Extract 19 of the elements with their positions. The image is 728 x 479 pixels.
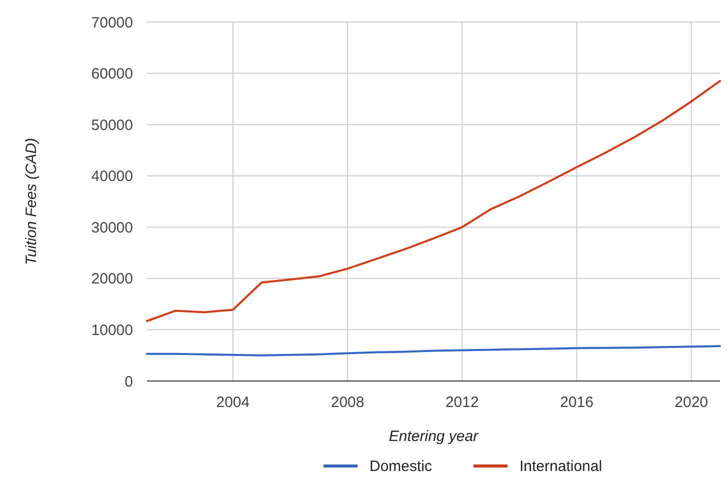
y-tick-label: 70000 — [91, 14, 133, 32]
x-tick-label: 2016 — [560, 394, 594, 411]
legend-label: International — [520, 458, 602, 475]
x-tick-label: 2008 — [330, 394, 364, 411]
x-axis-title: Entering year — [388, 428, 480, 445]
y-tick-label: 20000 — [91, 270, 133, 288]
y-tick-label: 60000 — [91, 66, 133, 83]
y-axis-title: Tuition Fees (CAD) — [23, 138, 40, 266]
line-series — [146, 345, 721, 356]
y-tick-label: 10000 — [91, 322, 133, 339]
legend-label: Domestic — [370, 458, 433, 475]
y-tick-label: 0 — [124, 373, 133, 390]
x-tick-label: 2004 — [216, 394, 250, 411]
x-tick-label: 2012 — [445, 394, 479, 411]
y-tick-label: 40000 — [91, 168, 133, 186]
x-tick-label: 2020 — [674, 394, 708, 411]
y-tick-label: 50000 — [91, 116, 133, 134]
y-tick-label: 30000 — [91, 219, 133, 236]
line-series — [146, 80, 721, 322]
